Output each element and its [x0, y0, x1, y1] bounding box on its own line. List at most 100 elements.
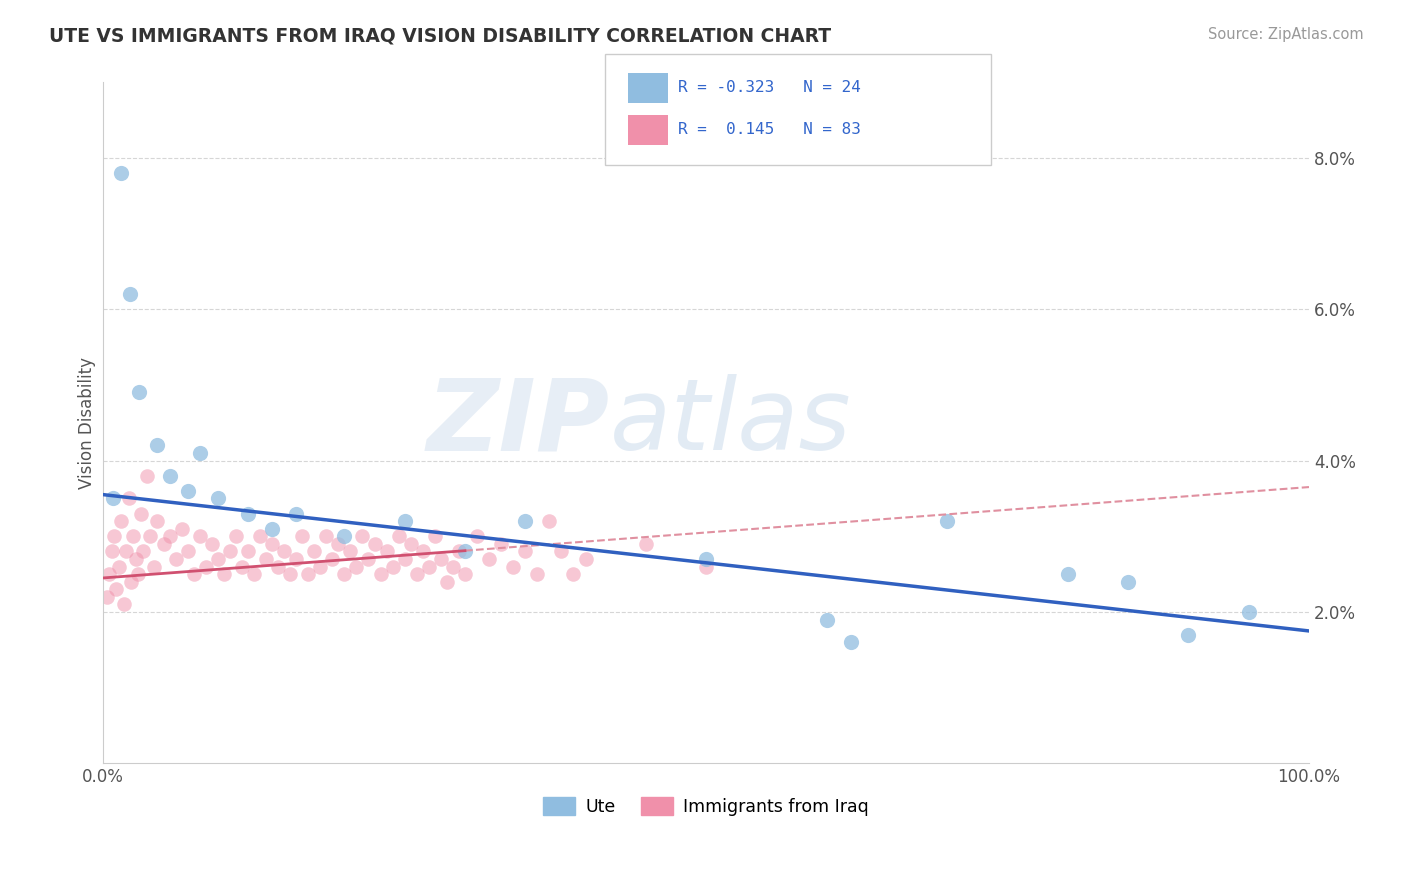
Point	[815, 613, 838, 627]
Point	[249, 529, 271, 543]
Text: ZIP: ZIP	[426, 374, 610, 471]
Point	[550, 544, 572, 558]
Point	[183, 567, 205, 582]
Point	[159, 468, 181, 483]
Point	[273, 544, 295, 558]
Point	[218, 544, 240, 558]
Point	[122, 529, 145, 543]
Point	[302, 544, 325, 558]
Point	[188, 529, 211, 543]
Point	[285, 552, 308, 566]
Point	[321, 552, 343, 566]
Point	[695, 559, 717, 574]
Point	[194, 559, 217, 574]
Point	[231, 559, 253, 574]
Point	[170, 522, 193, 536]
Text: Source: ZipAtlas.com: Source: ZipAtlas.com	[1208, 27, 1364, 42]
Point	[132, 544, 155, 558]
Point	[328, 537, 350, 551]
Point	[352, 529, 374, 543]
Point	[118, 287, 141, 301]
Point	[538, 514, 561, 528]
Point	[309, 559, 332, 574]
Point	[291, 529, 314, 543]
Point	[574, 552, 596, 566]
Point	[236, 507, 259, 521]
Point	[285, 507, 308, 521]
Point	[388, 529, 411, 543]
Point	[260, 537, 283, 551]
Point	[394, 552, 416, 566]
Point	[243, 567, 266, 582]
Point	[110, 166, 132, 180]
Point	[1116, 574, 1139, 589]
Point	[346, 559, 368, 574]
Point	[1177, 628, 1199, 642]
Point	[515, 514, 537, 528]
Point	[465, 529, 488, 543]
Point	[117, 491, 139, 506]
Point	[562, 567, 585, 582]
Point	[128, 385, 150, 400]
Point	[207, 491, 229, 506]
Point	[96, 590, 118, 604]
Point	[201, 537, 224, 551]
Point	[110, 514, 132, 528]
Point	[436, 574, 458, 589]
Point	[339, 544, 361, 558]
Y-axis label: Vision Disability: Vision Disability	[79, 357, 96, 489]
Point	[165, 552, 187, 566]
Point	[103, 529, 125, 543]
Point	[839, 635, 862, 649]
Point	[100, 544, 122, 558]
Point	[489, 537, 512, 551]
Point	[515, 544, 537, 558]
Point	[418, 559, 440, 574]
Point	[105, 582, 128, 597]
Point	[441, 559, 464, 574]
Point	[254, 552, 277, 566]
Point	[399, 537, 422, 551]
Point	[634, 537, 657, 551]
Point	[375, 544, 398, 558]
Legend: Ute, Immigrants from Iraq: Ute, Immigrants from Iraq	[537, 790, 876, 823]
Point	[115, 544, 138, 558]
Point	[176, 483, 198, 498]
Point	[120, 574, 142, 589]
Point	[267, 559, 290, 574]
Point	[101, 491, 124, 506]
Point	[142, 559, 165, 574]
Point	[297, 567, 319, 582]
Point	[125, 552, 148, 566]
Point	[370, 567, 392, 582]
Text: R =  0.145   N = 83: R = 0.145 N = 83	[678, 122, 860, 136]
Point	[212, 567, 235, 582]
Point	[423, 529, 446, 543]
Point	[225, 529, 247, 543]
Point	[478, 552, 501, 566]
Point	[430, 552, 453, 566]
Point	[1237, 605, 1260, 619]
Point	[363, 537, 385, 551]
Point	[159, 529, 181, 543]
Point	[381, 559, 404, 574]
Point	[146, 438, 169, 452]
Point	[333, 529, 356, 543]
Point	[278, 567, 301, 582]
Point	[135, 468, 157, 483]
Point	[127, 567, 149, 582]
Point	[454, 544, 477, 558]
Point	[394, 514, 416, 528]
Point	[146, 514, 169, 528]
Point	[412, 544, 434, 558]
Point	[357, 552, 380, 566]
Point	[936, 514, 959, 528]
Point	[333, 567, 356, 582]
Point	[454, 567, 477, 582]
Point	[207, 552, 229, 566]
Point	[405, 567, 427, 582]
Point	[188, 446, 211, 460]
Text: R = -0.323   N = 24: R = -0.323 N = 24	[678, 80, 860, 95]
Text: UTE VS IMMIGRANTS FROM IRAQ VISION DISABILITY CORRELATION CHART: UTE VS IMMIGRANTS FROM IRAQ VISION DISAB…	[49, 27, 831, 45]
Point	[98, 567, 121, 582]
